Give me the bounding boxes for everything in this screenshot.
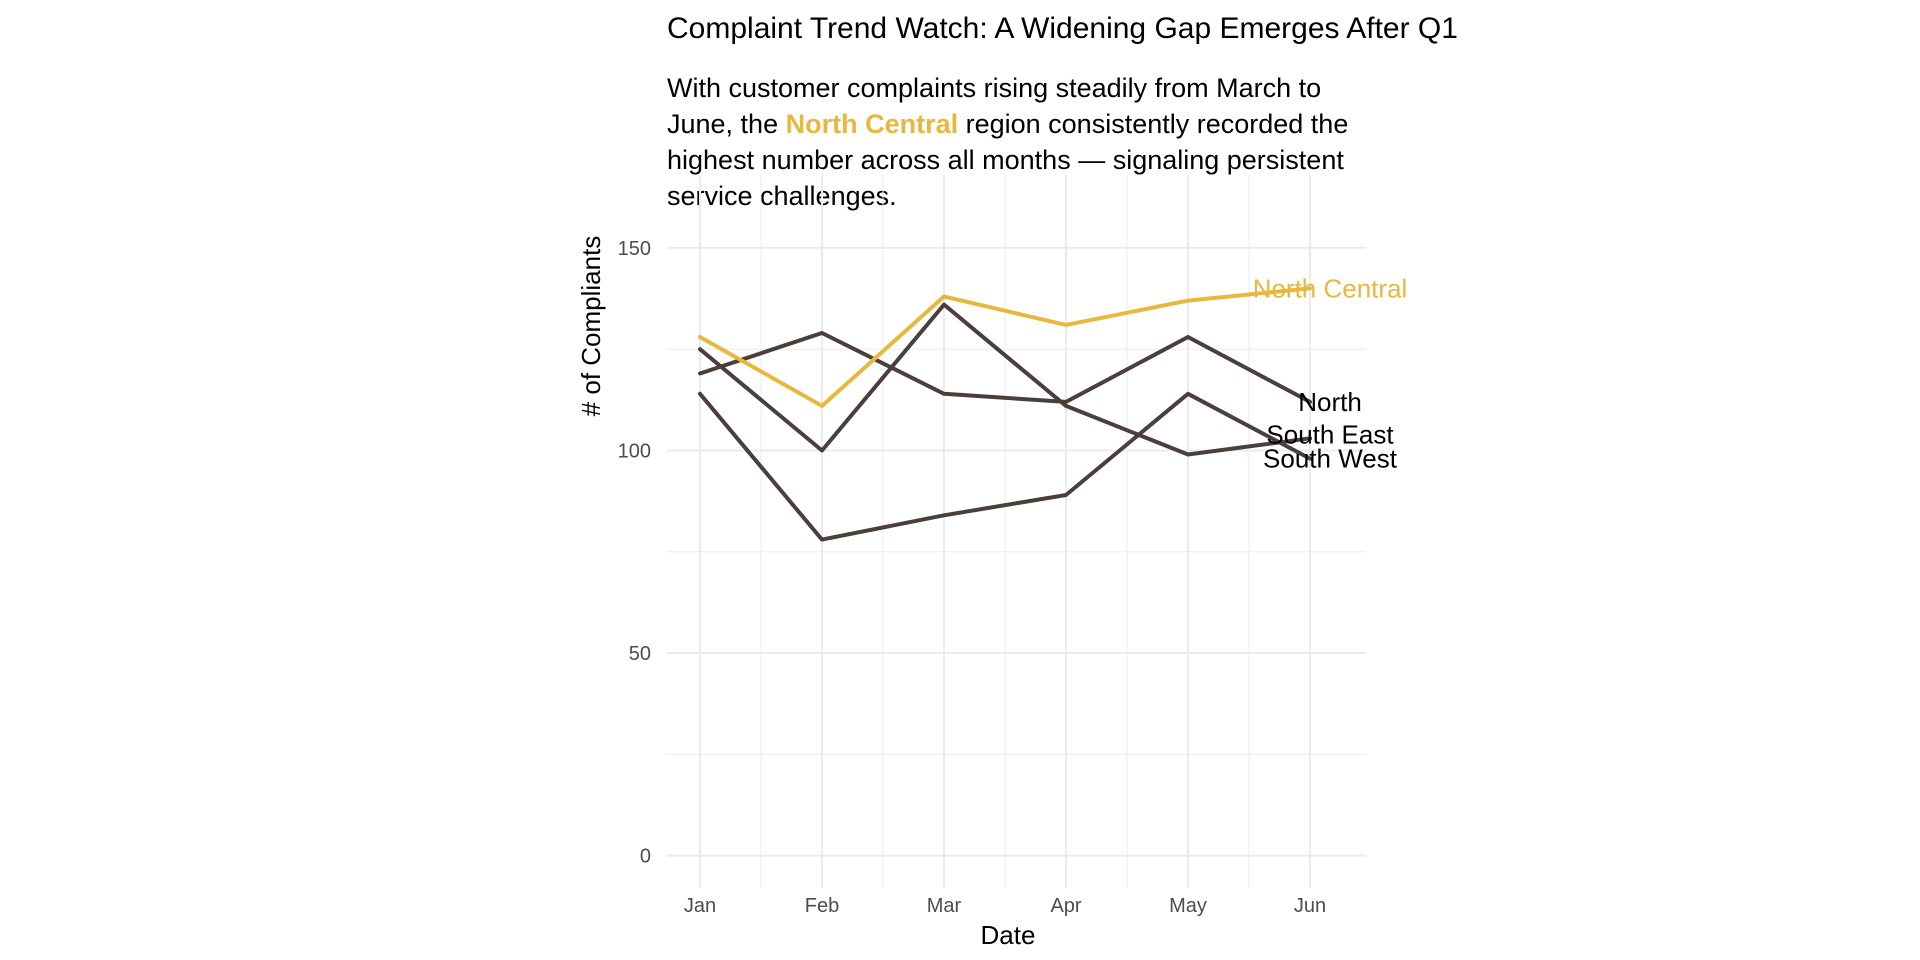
x-tick-label: Feb <box>805 895 839 917</box>
series-label-south-west: South West <box>1263 444 1398 474</box>
subtitle-text-after: region consistently recorded the highest… <box>667 109 1349 211</box>
x-tick-label: May <box>1169 895 1207 917</box>
y-tick-label: 50 <box>629 643 651 665</box>
series-label-north: North <box>1298 387 1362 417</box>
subtitle-text-before: With customer complaints rising steadily… <box>667 73 1322 139</box>
chart-subtitle: With customer complaints rising steadily… <box>667 70 1387 214</box>
x-tick-label: Jan <box>684 895 716 917</box>
y-tick-label: 0 <box>640 846 651 868</box>
series-line-north <box>698 302 1312 457</box>
subtitle-highlight: North Central <box>785 109 959 139</box>
y-tick-label: 150 <box>618 238 651 260</box>
chart-title: Complaint Trend Watch: A Widening Gap Em… <box>667 12 1458 45</box>
series-line-south-west <box>698 391 1312 542</box>
y-tick-label: 100 <box>618 440 651 462</box>
x-tick-label: Mar <box>927 895 962 917</box>
y-axis-label: # of Compliants <box>576 236 606 417</box>
series-line-north-central <box>698 286 1312 408</box>
series-label-south-east: South East <box>1266 419 1394 449</box>
series-line-south-east <box>698 331 1312 404</box>
series-label-north-central: North Central <box>1253 273 1408 303</box>
x-axis-label: Date <box>981 920 1036 950</box>
x-tick-label: Jun <box>1294 895 1326 917</box>
x-tick-label: Apr <box>1050 895 1081 917</box>
